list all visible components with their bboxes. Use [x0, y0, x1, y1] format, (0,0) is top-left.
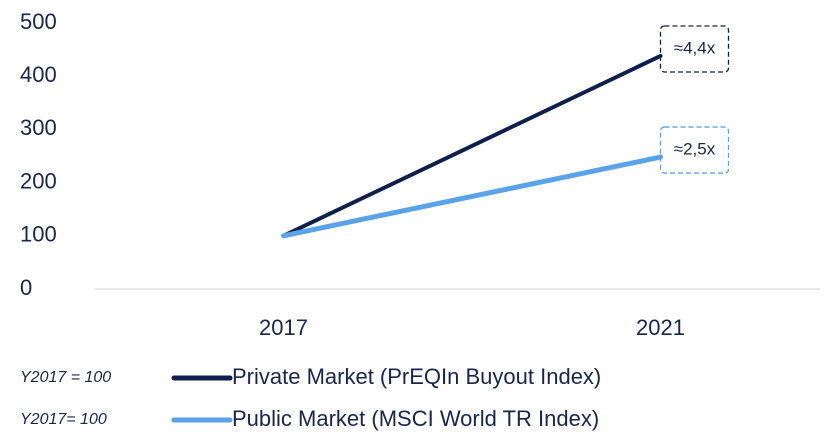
x-tick-label: 2017 — [259, 315, 308, 340]
annotation: ≈2,5x — [674, 140, 716, 159]
line — [281, 53, 663, 238]
line — [281, 154, 663, 239]
legend-label: Public Market (MSCI World TR Index) — [232, 406, 599, 431]
annotation: ≈4,4x — [674, 38, 716, 57]
y-tick-label: 400 — [20, 62, 57, 87]
y-tick-label: 0 — [20, 275, 32, 300]
legend-note: Y2017 = 100 — [20, 369, 111, 386]
y-tick-label: 100 — [20, 222, 57, 247]
annotation-box — [659, 126, 730, 174]
y-tick-label: 300 — [20, 115, 57, 140]
annotation-box — [659, 25, 730, 73]
y-tick-label: 500 — [20, 9, 57, 34]
legend-label: Private Market (PrEQIn Buyout Index) — [232, 364, 601, 389]
legend-note: Y2017= 100 — [20, 411, 107, 428]
x-tick-label: 2021 — [636, 315, 685, 340]
y-tick-label: 200 — [20, 168, 57, 193]
